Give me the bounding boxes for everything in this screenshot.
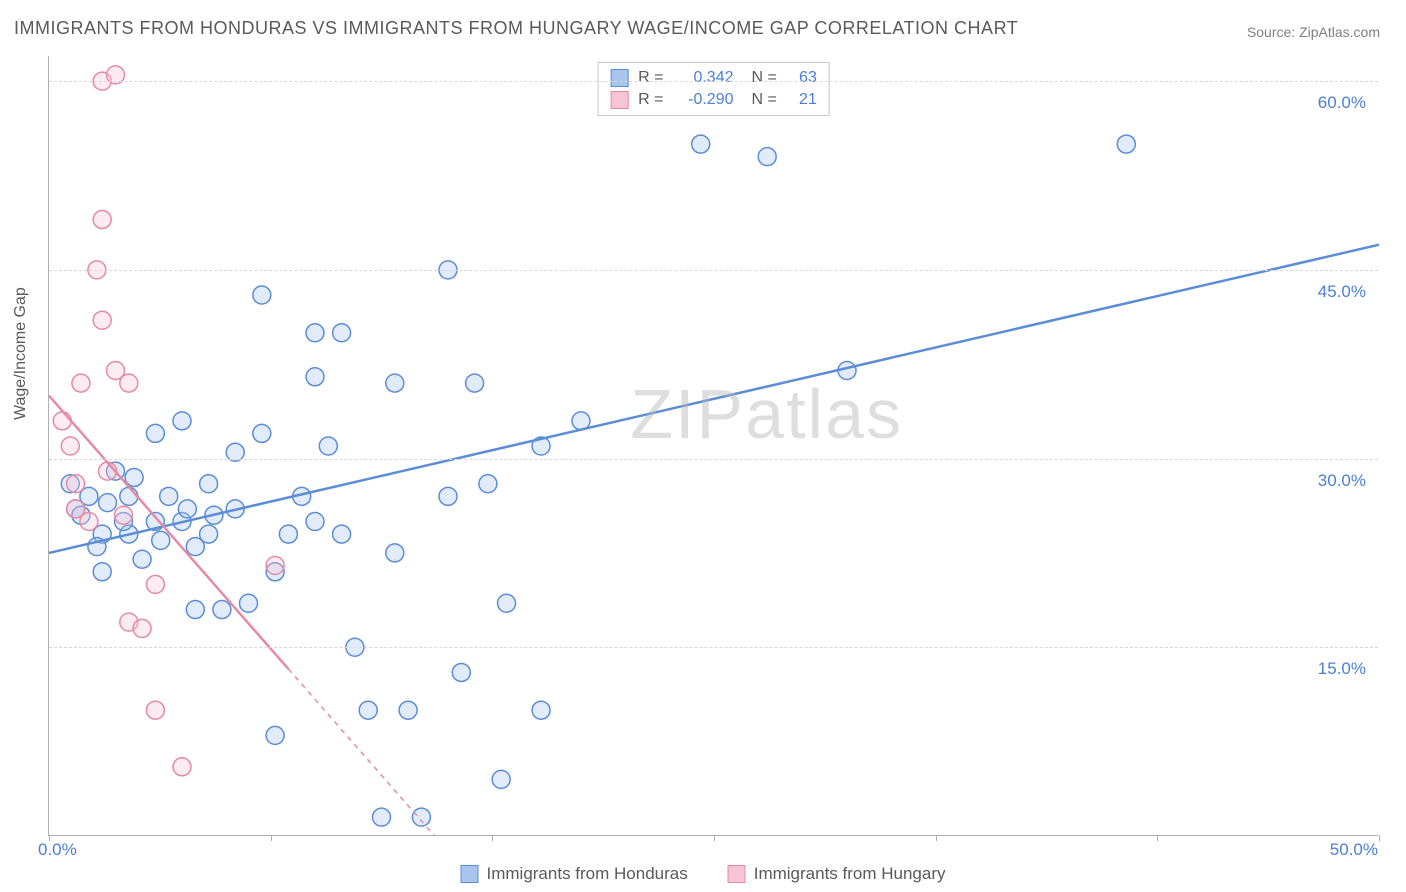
stat-n-label: N =	[752, 69, 777, 87]
legend-swatch	[610, 91, 628, 109]
chart-svg	[49, 56, 1379, 836]
scatter-point	[240, 594, 258, 612]
scatter-point	[253, 286, 271, 304]
stat-n-value: 63	[787, 69, 817, 87]
y-tick-label: 60.0%	[1318, 93, 1366, 113]
chart-title: IMMIGRANTS FROM HONDURAS VS IMMIGRANTS F…	[14, 18, 1018, 39]
scatter-point	[359, 701, 377, 719]
scatter-point	[160, 487, 178, 505]
x-tick-mark	[1157, 835, 1158, 841]
x-tick-mark	[714, 835, 715, 841]
y-tick-label: 15.0%	[1318, 659, 1366, 679]
scatter-point	[213, 601, 231, 619]
scatter-point	[532, 701, 550, 719]
scatter-point	[53, 412, 71, 430]
scatter-point	[173, 758, 191, 776]
gridline-h	[49, 647, 1378, 648]
x-tick-mark	[1379, 835, 1380, 841]
scatter-point	[373, 808, 391, 826]
scatter-point	[412, 808, 430, 826]
scatter-point	[67, 475, 85, 493]
stat-r-label: R =	[638, 69, 663, 87]
scatter-point	[93, 563, 111, 581]
scatter-point	[146, 701, 164, 719]
x-tick-max: 50.0%	[1330, 840, 1378, 860]
scatter-point	[120, 374, 138, 392]
scatter-point	[200, 475, 218, 493]
chart-plot-area: ZIPatlas R =0.342N =63R =-0.290N =21 15.…	[48, 56, 1378, 836]
stats-legend-box: R = 0.342 N = 63 R = -0.290 N = 21	[597, 62, 830, 116]
x-tick-mark	[936, 835, 937, 841]
legend-swatch	[728, 865, 746, 883]
scatter-point	[452, 663, 470, 681]
regression-line-solid	[49, 396, 288, 669]
bottom-legend: Immigrants from Honduras Immigrants from …	[460, 864, 945, 884]
stats-row: R = 0.342 N = 63	[610, 67, 817, 89]
scatter-point	[146, 424, 164, 442]
scatter-point	[114, 506, 132, 524]
scatter-point	[253, 424, 271, 442]
legend-label: Immigrants from Honduras	[486, 864, 687, 884]
scatter-point	[692, 135, 710, 153]
source-label: Source: ZipAtlas.com	[1247, 24, 1380, 40]
scatter-point	[266, 726, 284, 744]
gridline-h	[49, 270, 1378, 271]
scatter-point	[61, 437, 79, 455]
scatter-point	[306, 324, 324, 342]
scatter-point	[125, 468, 143, 486]
gridline-h	[49, 81, 1378, 82]
scatter-point	[319, 437, 337, 455]
legend-swatch	[610, 69, 628, 87]
scatter-point	[279, 525, 297, 543]
scatter-point	[306, 368, 324, 386]
regression-line	[49, 245, 1379, 553]
scatter-point	[133, 619, 151, 637]
scatter-point	[386, 374, 404, 392]
scatter-point	[439, 487, 457, 505]
stat-r-label: R =	[638, 91, 663, 109]
legend-item: Immigrants from Hungary	[728, 864, 946, 884]
scatter-point	[1117, 135, 1135, 153]
scatter-point	[72, 374, 90, 392]
y-tick-label: 45.0%	[1318, 282, 1366, 302]
scatter-point	[120, 487, 138, 505]
scatter-point	[399, 701, 417, 719]
stat-n-label: N =	[752, 91, 777, 109]
scatter-point	[492, 770, 510, 788]
legend-item: Immigrants from Honduras	[460, 864, 687, 884]
scatter-point	[386, 544, 404, 562]
gridline-h	[49, 459, 1378, 460]
x-tick-mark	[271, 835, 272, 841]
scatter-point	[200, 525, 218, 543]
scatter-point	[266, 557, 284, 575]
scatter-point	[152, 531, 170, 549]
scatter-point	[178, 500, 196, 518]
scatter-point	[333, 525, 351, 543]
scatter-point	[133, 550, 151, 568]
scatter-point	[99, 494, 117, 512]
scatter-point	[466, 374, 484, 392]
legend-label: Immigrants from Hungary	[754, 864, 946, 884]
scatter-point	[93, 311, 111, 329]
scatter-point	[479, 475, 497, 493]
scatter-point	[306, 512, 324, 530]
y-axis-label: Wage/Income Gap	[12, 287, 30, 420]
stat-r-value: -0.290	[674, 91, 734, 109]
y-tick-label: 30.0%	[1318, 471, 1366, 491]
scatter-point	[80, 512, 98, 530]
scatter-point	[93, 211, 111, 229]
scatter-point	[333, 324, 351, 342]
scatter-point	[186, 601, 204, 619]
legend-swatch	[460, 865, 478, 883]
stat-r-value: 0.342	[674, 69, 734, 87]
scatter-point	[146, 575, 164, 593]
scatter-point	[758, 148, 776, 166]
x-tick-min: 0.0%	[38, 840, 77, 860]
regression-line-dashed	[288, 669, 434, 836]
scatter-point	[498, 594, 516, 612]
stats-row: R = -0.290 N = 21	[610, 89, 817, 111]
x-tick-mark	[492, 835, 493, 841]
scatter-point	[173, 412, 191, 430]
stat-n-value: 21	[787, 91, 817, 109]
